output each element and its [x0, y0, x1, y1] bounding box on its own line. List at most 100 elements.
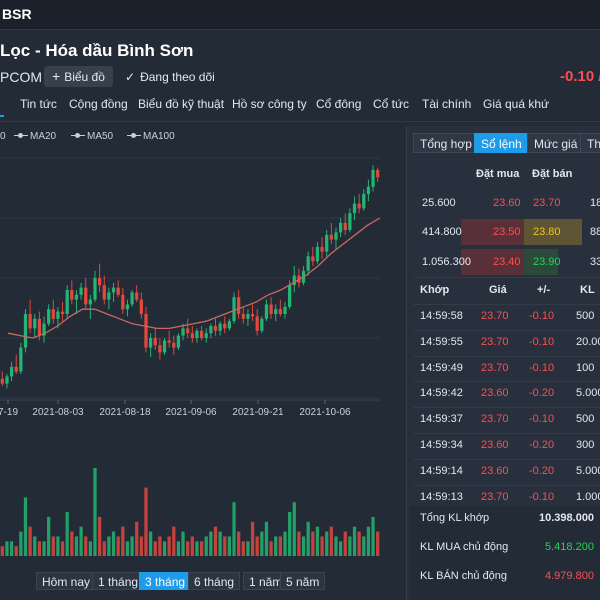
legend-ma100[interactable]: MA100	[127, 131, 175, 142]
candle-body	[362, 194, 366, 209]
volume-bar	[23, 497, 28, 556]
tab-technical-chart[interactable]: Biểu đồ kỹ thuật	[138, 97, 225, 111]
orderbook-row-vol-sell: 18	[590, 197, 600, 209]
volume-bar	[325, 531, 329, 556]
follow-toggle[interactable]: ✓ Đang theo dõi	[125, 70, 215, 84]
candle-body	[130, 292, 134, 305]
orderbook-row-vol-buy: 25.600	[422, 197, 456, 209]
tab-order-book[interactable]: Sổ lệnh	[474, 133, 529, 153]
candle-body	[93, 278, 97, 300]
orderbook-row-price-sell[interactable]: 23.90	[533, 256, 561, 268]
summary-sell-value: 4.979.800	[545, 570, 594, 582]
volume-bar	[167, 536, 171, 556]
tab-overview[interactable]: Tổng hợp	[413, 133, 479, 153]
range-1-month[interactable]: 1 tháng	[92, 572, 145, 590]
candle-body	[232, 297, 236, 322]
moving-average-line	[7, 217, 381, 339]
candle-body	[209, 326, 213, 334]
tab-more[interactable]: Th	[580, 133, 600, 153]
candle-body	[241, 314, 245, 319]
legend-ma50-label: MA50	[87, 131, 114, 142]
match-time: 14:59:13	[420, 491, 463, 503]
orderbook-row-price-buy[interactable]: 23.40	[493, 256, 521, 268]
legend-ma50[interactable]: MA50	[71, 131, 113, 142]
match-change: -0.10	[529, 362, 555, 374]
range-5-years[interactable]: 5 năm	[280, 572, 326, 590]
orderbook-row-price-sell[interactable]: 23.80	[533, 226, 561, 238]
price-chart[interactable]: 7-19 2021-08-03 2021-08-18 2021-09-06 2021-0…	[0, 148, 400, 563]
volume-bar	[51, 536, 55, 556]
candle-body	[255, 316, 259, 331]
candle-body	[74, 294, 79, 300]
range-6-months[interactable]: 6 tháng	[188, 572, 241, 590]
x-tick-label: 2021-10-06	[299, 407, 351, 418]
candle-body	[237, 297, 241, 314]
tab-company-profile[interactable]: Hồ sơ công ty	[232, 97, 307, 111]
volume-bar	[227, 536, 232, 556]
volume-bar	[274, 536, 278, 556]
candle-body	[204, 333, 208, 338]
candle-body	[88, 299, 92, 305]
add-chart-button[interactable]: + Biểu đồ	[44, 66, 113, 87]
matches-header-change: +/-	[537, 284, 551, 296]
volume-bar	[334, 536, 338, 556]
candle-body	[269, 304, 273, 314]
match-volume: 5.000	[576, 387, 600, 399]
volume-bar	[121, 526, 125, 556]
candle-body	[366, 186, 371, 194]
match-price: 23.60	[481, 387, 509, 399]
candle-body	[292, 275, 296, 286]
volume-bar	[338, 541, 343, 556]
volume-bar	[70, 531, 74, 556]
volume-bar	[366, 526, 371, 556]
tab-price-history[interactable]: Giá quá khứ	[483, 97, 550, 111]
orderbook-row-price-buy[interactable]: 23.50	[493, 226, 521, 238]
tab-price-levels[interactable]: Mức giá	[527, 133, 585, 153]
volume-bar	[320, 536, 324, 556]
volume-bar	[297, 531, 301, 556]
match-time: 14:59:14	[420, 465, 463, 477]
orderbook-row-vol-sell: 33	[590, 256, 600, 268]
row-divider	[413, 304, 600, 305]
candle-body	[70, 290, 74, 300]
candle-body	[60, 311, 65, 314]
candle-body	[23, 314, 28, 348]
summary-total-value: 10.398.000	[539, 512, 595, 524]
range-1-year[interactable]: 1 năm	[243, 572, 289, 590]
candle-body	[33, 318, 37, 329]
tab-financials[interactable]: Tài chính	[422, 97, 472, 111]
volume-bar	[209, 531, 213, 556]
candle-body	[320, 246, 324, 252]
candle-body	[334, 232, 338, 240]
candle-body	[186, 328, 190, 334]
candle-body	[283, 306, 287, 314]
volume-bar	[250, 521, 255, 556]
volume-bar	[278, 536, 282, 556]
volume-bar	[79, 526, 83, 556]
orderbook-row-price-sell[interactable]: 23.70	[533, 197, 561, 209]
tab-shareholders[interactable]: Cổ đông	[316, 97, 362, 111]
candle-body	[37, 318, 42, 336]
row-divider	[413, 459, 600, 460]
range-3-months[interactable]: 3 tháng	[139, 572, 192, 590]
volume-bar	[199, 541, 204, 556]
match-time: 14:59:37	[420, 413, 463, 425]
match-volume: 500	[576, 310, 595, 322]
candle-body	[139, 299, 143, 314]
candle-body	[264, 304, 269, 319]
orderbook-row-price-buy[interactable]: 23.60	[493, 197, 521, 209]
range-today[interactable]: Hôm nay	[36, 572, 97, 590]
volume-bar	[116, 536, 120, 556]
candle-body	[153, 338, 157, 346]
candle-body	[315, 246, 320, 262]
tab-news[interactable]: Tin tức	[20, 97, 57, 111]
legend-ma20[interactable]: MA20	[14, 131, 56, 142]
section-divider	[413, 277, 600, 278]
tab-community[interactable]: Cộng đồng	[69, 97, 128, 111]
row-divider	[413, 407, 600, 408]
volume-bar	[288, 512, 292, 556]
volume-bar	[232, 502, 236, 556]
volume-bar	[195, 541, 199, 556]
tab-dividends[interactable]: Cổ tức	[373, 97, 410, 111]
candle-body	[227, 321, 232, 329]
